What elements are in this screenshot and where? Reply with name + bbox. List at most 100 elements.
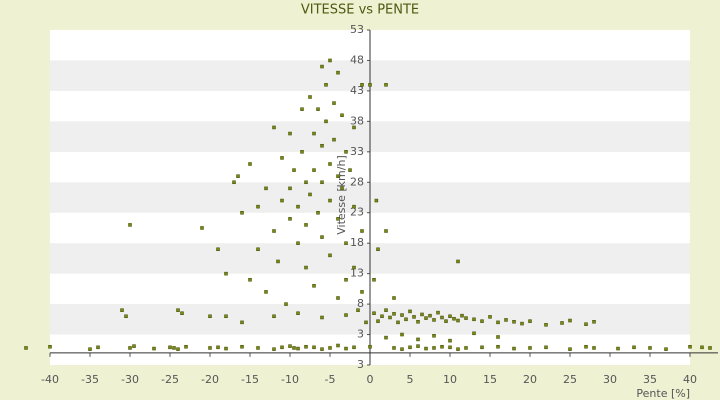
scatter-point bbox=[320, 180, 324, 185]
scatter-point bbox=[544, 345, 548, 350]
scatter-point bbox=[448, 345, 452, 350]
scatter-point bbox=[336, 174, 340, 178]
scatter-point bbox=[332, 137, 336, 142]
scatter-point bbox=[288, 344, 292, 348]
scatter-point bbox=[432, 334, 436, 338]
scatter-point bbox=[280, 156, 284, 160]
scatter-point bbox=[24, 346, 28, 350]
scatter-point bbox=[432, 346, 436, 350]
scatter-point bbox=[528, 319, 532, 323]
scatter-point bbox=[504, 318, 508, 322]
scatter-point bbox=[152, 346, 156, 351]
scatter-point bbox=[208, 346, 212, 350]
scatter-point bbox=[376, 247, 380, 252]
scatter-point bbox=[376, 319, 380, 323]
scatter-point bbox=[272, 229, 276, 233]
scatter-point bbox=[400, 332, 404, 337]
scatter-point bbox=[408, 309, 412, 314]
scatter-point bbox=[616, 346, 620, 351]
scatter-point bbox=[328, 346, 332, 350]
scatter-point bbox=[124, 314, 128, 319]
scatter-point bbox=[352, 125, 356, 130]
scatter-point bbox=[352, 265, 356, 270]
scatter-point bbox=[708, 346, 712, 350]
scatter-point bbox=[296, 204, 300, 209]
scatter-point bbox=[208, 314, 212, 319]
y-tick-label: 8 bbox=[357, 297, 364, 310]
scatter-point bbox=[456, 347, 460, 351]
scatter-point bbox=[496, 320, 500, 325]
scatter-point bbox=[440, 315, 444, 320]
scatter-point bbox=[332, 101, 336, 105]
x-tick-label: 5 bbox=[407, 373, 414, 386]
scatter-point bbox=[176, 308, 180, 312]
scatter-point bbox=[224, 346, 228, 351]
y-axis-title: Vitesse [km/h] bbox=[335, 155, 348, 235]
scatter-point bbox=[340, 186, 344, 191]
scatter-point bbox=[348, 168, 352, 172]
scatter-point bbox=[264, 186, 268, 191]
x-tick-label: 0 bbox=[367, 373, 374, 386]
scatter-point bbox=[304, 180, 308, 185]
scatter-point bbox=[328, 58, 332, 63]
scatter-point bbox=[172, 346, 176, 350]
scatter-point bbox=[312, 131, 316, 136]
scatter-point bbox=[392, 312, 396, 316]
scatter-point bbox=[344, 346, 348, 351]
scatter-point bbox=[372, 277, 376, 282]
scatter-point bbox=[316, 107, 320, 111]
scatter-point bbox=[496, 344, 500, 349]
scatter-point bbox=[584, 344, 588, 349]
scatter-point bbox=[320, 64, 324, 69]
scatter-point bbox=[320, 315, 324, 320]
scatter-point bbox=[512, 346, 516, 351]
scatter-point bbox=[296, 346, 300, 351]
scatter-point bbox=[344, 150, 348, 154]
scatter-point bbox=[304, 344, 308, 349]
scatter-point bbox=[304, 223, 308, 227]
scatter-point bbox=[300, 107, 304, 111]
scatter-point bbox=[328, 253, 332, 258]
scatter-point bbox=[344, 277, 348, 282]
scatter-point bbox=[272, 347, 276, 351]
scatter-point bbox=[264, 290, 268, 294]
x-tick-label: 30 bbox=[603, 373, 617, 386]
scatter-point bbox=[408, 345, 412, 350]
scatter-point bbox=[392, 346, 396, 350]
scatter-point bbox=[236, 174, 240, 178]
scatter-point bbox=[232, 180, 236, 185]
scatter-point bbox=[312, 284, 316, 288]
scatter-point bbox=[424, 346, 428, 351]
x-tick-label: -40 bbox=[41, 373, 59, 386]
scatter-point bbox=[128, 223, 132, 227]
y-tick-label: 23 bbox=[350, 206, 364, 219]
scatter-point bbox=[328, 198, 332, 203]
y-tick-label: 3 bbox=[357, 328, 364, 341]
scatter-point bbox=[272, 314, 276, 319]
scatter-point bbox=[132, 344, 136, 348]
scatter-point bbox=[444, 319, 448, 323]
scatter-point bbox=[360, 83, 364, 87]
scatter-point bbox=[180, 311, 184, 315]
x-tick-label: 20 bbox=[523, 373, 537, 386]
x-tick-label: -20 bbox=[201, 373, 219, 386]
scatter-point bbox=[320, 235, 324, 239]
scatter-point bbox=[456, 318, 460, 323]
x-tick-label: 15 bbox=[483, 373, 497, 386]
scatter-point bbox=[324, 119, 328, 124]
scatter-point bbox=[464, 346, 468, 350]
scatter-point bbox=[384, 335, 388, 340]
scatter-point bbox=[416, 320, 420, 324]
scatter-point bbox=[428, 313, 432, 318]
x-tick-label: -5 bbox=[325, 373, 336, 386]
scatter-point bbox=[472, 331, 476, 336]
scatter-point bbox=[412, 315, 416, 319]
x-tick-label: 40 bbox=[683, 373, 697, 386]
x-tick-label: -35 bbox=[81, 373, 99, 386]
y-tick-label: 43 bbox=[350, 84, 364, 97]
scatter-point bbox=[344, 313, 348, 317]
scatter-point bbox=[280, 198, 284, 203]
scatter-point bbox=[224, 271, 228, 276]
scatter-point bbox=[324, 83, 328, 87]
